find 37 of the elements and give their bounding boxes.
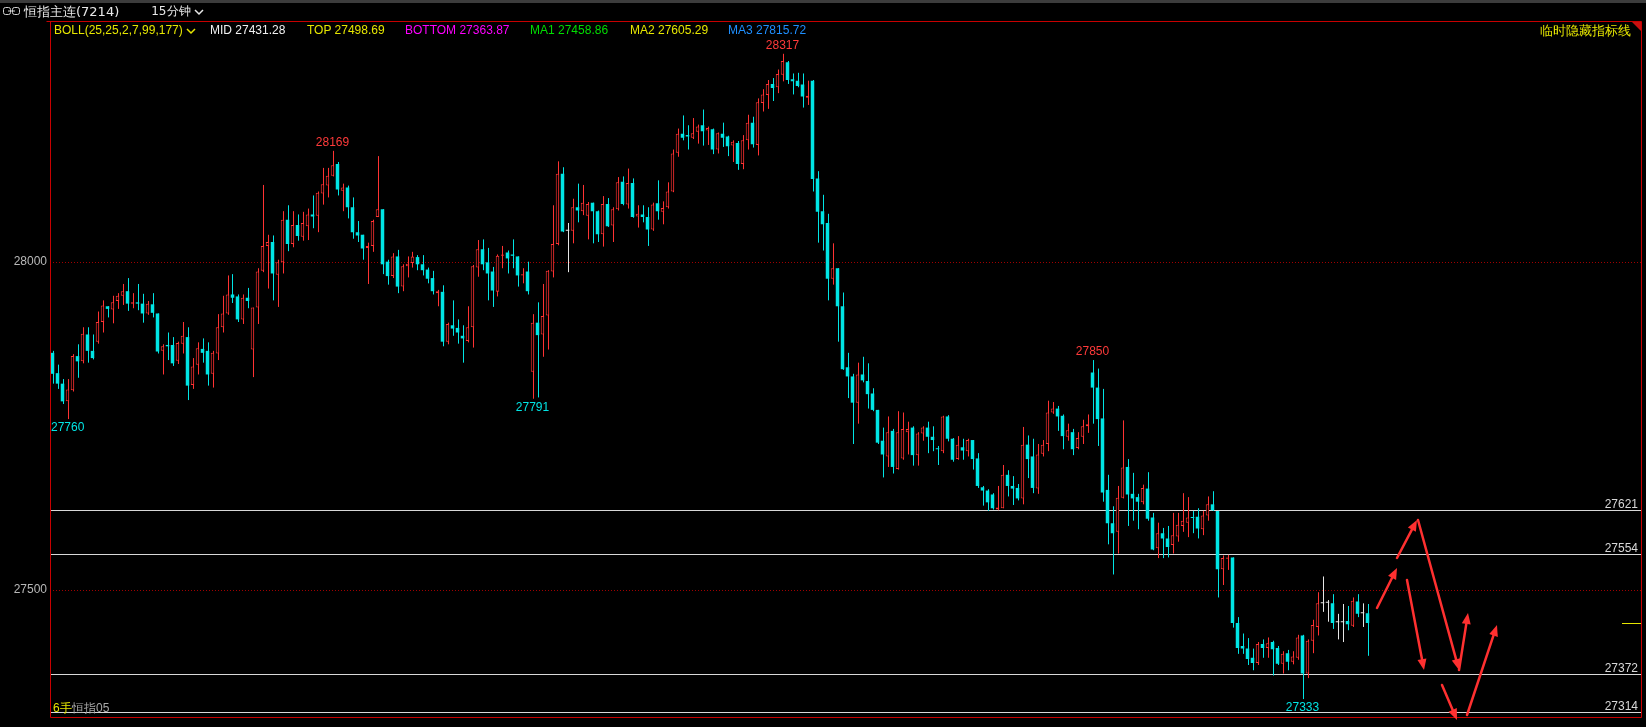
candlestick xyxy=(575,183,580,223)
ref-line-label: 27314 xyxy=(1604,698,1639,713)
y-tick-label: 27500 xyxy=(13,581,48,596)
text: 28317 xyxy=(765,37,800,52)
ref-line-label: 27621 xyxy=(1604,496,1639,511)
text: 27850 xyxy=(1075,344,1110,359)
candlestick xyxy=(1135,493,1140,530)
candlestick xyxy=(1285,649,1290,671)
y-tick-label: 28000 xyxy=(13,253,48,268)
annotation: TOP 27498.69 xyxy=(307,23,385,37)
candlestick xyxy=(1165,525,1170,558)
candlestick xyxy=(455,318,460,345)
candlestick xyxy=(450,299,455,337)
candlestick xyxy=(230,273,235,304)
candlestick xyxy=(1010,475,1015,506)
text: 28169 xyxy=(315,134,350,149)
candlestick xyxy=(960,438,965,461)
annotation: BOTTOM 27363.87 xyxy=(405,23,510,37)
candlestick xyxy=(705,126,710,146)
candlestick xyxy=(510,238,515,269)
annotation: 恒指05 xyxy=(72,701,110,715)
ref-line-label: 27372 xyxy=(1604,660,1639,675)
annotation: 6手 xyxy=(53,701,72,715)
annotation: MA2 27605.29 xyxy=(630,23,709,37)
annotation: MID 27431.28 xyxy=(210,23,286,37)
annotation: MA3 27815.72 xyxy=(728,23,807,37)
text: 27791 xyxy=(515,400,550,415)
chart-subtitle: 15分钟 xyxy=(151,3,191,20)
text: 27333 xyxy=(1285,700,1320,715)
text: 27760 xyxy=(51,420,85,435)
chart-title: 恒指主连(7214) xyxy=(24,2,120,21)
text: 临时隐藏指标线 xyxy=(1540,23,1631,38)
ref-line-label: 27554 xyxy=(1604,540,1639,555)
candlestick xyxy=(1240,633,1245,655)
annotation: MA1 27458.86 xyxy=(530,23,609,37)
candlestick xyxy=(980,485,985,507)
annotation: BOLL(25,25,2,7,99,177) xyxy=(54,23,183,37)
